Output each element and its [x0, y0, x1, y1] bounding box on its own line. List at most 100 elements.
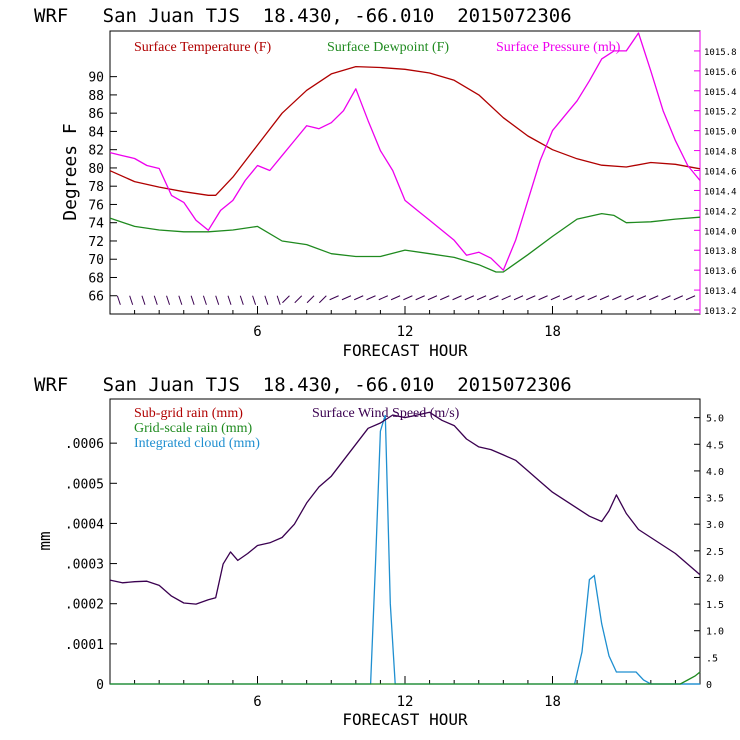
y-tick-label: .0005: [65, 477, 104, 492]
wind-barb: [562, 295, 573, 301]
x-tick-label: 18: [544, 324, 561, 340]
y2-tick-label: 1015.2: [704, 108, 737, 118]
y-tick-label: .0002: [65, 598, 104, 613]
wind-barb: [306, 295, 315, 304]
legend-surface-dewpoint: Surface Dewpoint (F): [327, 40, 449, 55]
wind-barb: [476, 295, 487, 301]
wind-barb: [685, 295, 696, 301]
y-tick-label: 90: [88, 71, 104, 86]
legend-surface-temperature: Surface Temperature (F): [134, 40, 271, 55]
wind-speed-line: [109, 411, 701, 605]
y2-tick-label: 3.5: [706, 494, 724, 505]
y2-tick-label: 1013.2: [704, 307, 737, 317]
x-tick-label: 6: [253, 694, 261, 710]
y2-tick-label: 1013.6: [704, 267, 737, 277]
wind-barb: [440, 295, 450, 301]
panel1-frame: [109, 30, 701, 315]
y-tick-label: 88: [88, 89, 104, 104]
x-tick-label: 12: [397, 694, 414, 710]
y-tick-label: 70: [88, 253, 104, 268]
y2-tick-label: 1014.6: [704, 168, 737, 178]
y2-tick-label: 1013.8: [704, 247, 737, 257]
y-tick-label: 72: [88, 235, 104, 250]
wind-barb: [318, 295, 327, 304]
panel1-x-label: FORECAST HOUR: [342, 341, 468, 360]
pressure-line: [109, 32, 701, 271]
x-tick-label: 12: [397, 324, 414, 340]
y-tick-label: .0004: [65, 517, 104, 532]
wind-barb: [538, 295, 548, 301]
grid-scale-rain-line: [110, 671, 701, 685]
y2-tick-label: 1.5: [706, 600, 724, 611]
y2-tick-label: 2.0: [706, 573, 724, 584]
wind-barb: [390, 295, 401, 301]
wind-barb: [329, 295, 339, 301]
legend-surface-wind-speed: Surface Wind Speed (m/s): [312, 406, 460, 421]
y-tick-label: 66: [88, 290, 104, 305]
y-tick-label: 0: [96, 678, 104, 693]
y2-tick-label: 1014.0: [704, 227, 737, 237]
y-tick-label: 76: [88, 198, 104, 213]
wind-barb: [354, 295, 364, 301]
wind-barb: [550, 295, 561, 301]
legend-surface-pressure: Surface Pressure (mb): [496, 40, 621, 55]
wind-barb: [190, 295, 195, 305]
wind-barb: [215, 295, 220, 305]
wind-barb: [178, 295, 183, 305]
wind-barb: [427, 295, 438, 301]
y-tick-label: 82: [88, 144, 104, 159]
wind-barb: [661, 295, 671, 301]
dewpoint-line: [109, 212, 701, 273]
y2-tick-label: .5: [706, 653, 718, 664]
panel2-y-label: mm: [35, 531, 54, 550]
wind-barb: [227, 295, 232, 305]
wind-barb: [489, 295, 499, 301]
wind-barb: [415, 295, 425, 301]
y-tick-label: 68: [88, 271, 104, 286]
y-tick-label: 86: [88, 107, 104, 122]
y2-tick-label: 1014.2: [704, 207, 737, 217]
panel2-right-ticks: 0 .5 1.0 1.5 2.0 2.5 3.0 3.5 4.0 4.5 5.0: [694, 414, 724, 691]
panel2-series: [109, 411, 701, 685]
wind-barb: [341, 295, 352, 301]
wind-barb: [202, 295, 207, 305]
y-tick-label: .0001: [65, 638, 104, 653]
precipitation-panel: WRF San Juan TJS 18.430, -66.010 2015072…: [34, 374, 724, 729]
wind-barbs: [116, 295, 696, 305]
panel1-header: WRF San Juan TJS 18.430, -66.010 2015072…: [34, 5, 572, 27]
panel2-left-ticks: 0 .0001 .0002 .0003 .0004 .0005 .0006: [65, 437, 117, 693]
wind-barb: [239, 295, 244, 305]
wind-barb: [276, 295, 281, 305]
wind-barb: [153, 295, 158, 305]
panel1-y-label: Degrees F: [60, 123, 81, 221]
y2-tick-label: 4.0: [706, 467, 724, 478]
panel1-right-ticks: 1013.2 1013.4 1013.6 1013.8 1014.0 1014.2 1014…: [694, 48, 737, 317]
wind-barb: [366, 295, 376, 301]
x-tick-label: 18: [544, 694, 561, 710]
panel1-series: [109, 32, 701, 273]
temperature-line: [109, 65, 701, 196]
panel1-x-ticks: 6 12 18: [134, 306, 676, 340]
y2-tick-label: 1015.0: [704, 128, 737, 138]
wind-barb: [403, 295, 413, 301]
wind-barb: [252, 295, 257, 305]
wind-barb: [452, 295, 462, 301]
y-tick-label: 74: [88, 217, 104, 232]
x-tick-label: 6: [253, 324, 261, 340]
wind-barb: [599, 295, 610, 301]
legend-integrated-cloud: Integrated cloud (mm): [134, 436, 260, 451]
y2-tick-label: 1014.4: [704, 187, 737, 197]
wind-barb: [166, 295, 171, 305]
legend-grid-scale-rain: Grid-scale rain (mm): [134, 421, 253, 436]
wind-barb: [526, 295, 536, 301]
wind-barb: [116, 295, 121, 305]
panel1-left-ticks: 66 68 70 72 74 76 78 80 82 84 86 88 90: [88, 71, 117, 305]
y2-tick-label: 1015.4: [704, 88, 737, 98]
integrated-cloud-line-late: [573, 574, 700, 685]
y-tick-label: .0003: [65, 558, 104, 573]
y2-tick-label: 1015.8: [704, 48, 737, 58]
wind-barb: [141, 295, 146, 305]
temperature-panel: WRF San Juan TJS 18.430, -66.010 2015072…: [34, 5, 737, 360]
y2-tick-label: 5.0: [706, 414, 724, 425]
